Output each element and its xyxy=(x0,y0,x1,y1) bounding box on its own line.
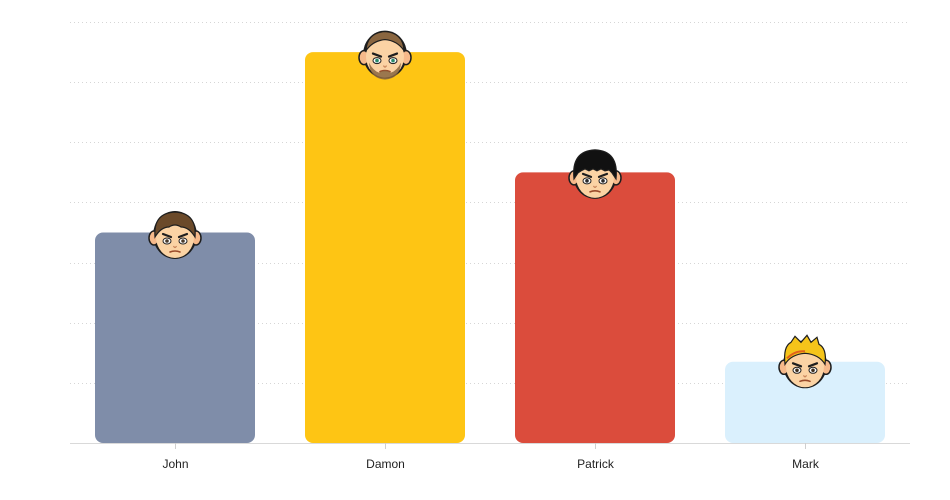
avatars xyxy=(148,30,832,389)
x-axis: John Damon Patrick Mark xyxy=(70,443,910,471)
black-hair-girl-avatar-icon xyxy=(568,149,622,199)
bar-patrick[interactable] xyxy=(515,172,675,443)
bearded-man-avatar-icon xyxy=(358,30,412,80)
brown-hair-boy-avatar-icon xyxy=(148,211,202,259)
bar-mark[interactable] xyxy=(725,361,885,443)
bar-john[interactable] xyxy=(95,232,255,444)
blond-boy-avatar-icon xyxy=(778,334,832,389)
x-tick-label-patrick: Patrick xyxy=(577,457,615,471)
bar-damon[interactable] xyxy=(305,52,465,443)
x-tick-label-mark: Mark xyxy=(792,457,820,471)
x-tick-label-john: John xyxy=(162,457,188,471)
x-tick-label-damon: Damon xyxy=(366,457,405,471)
bars xyxy=(95,52,885,443)
